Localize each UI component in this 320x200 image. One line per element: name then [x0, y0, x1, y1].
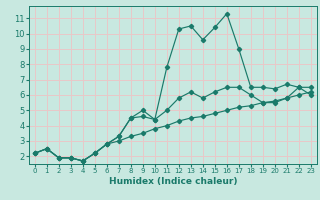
X-axis label: Humidex (Indice chaleur): Humidex (Indice chaleur) [108, 177, 237, 186]
